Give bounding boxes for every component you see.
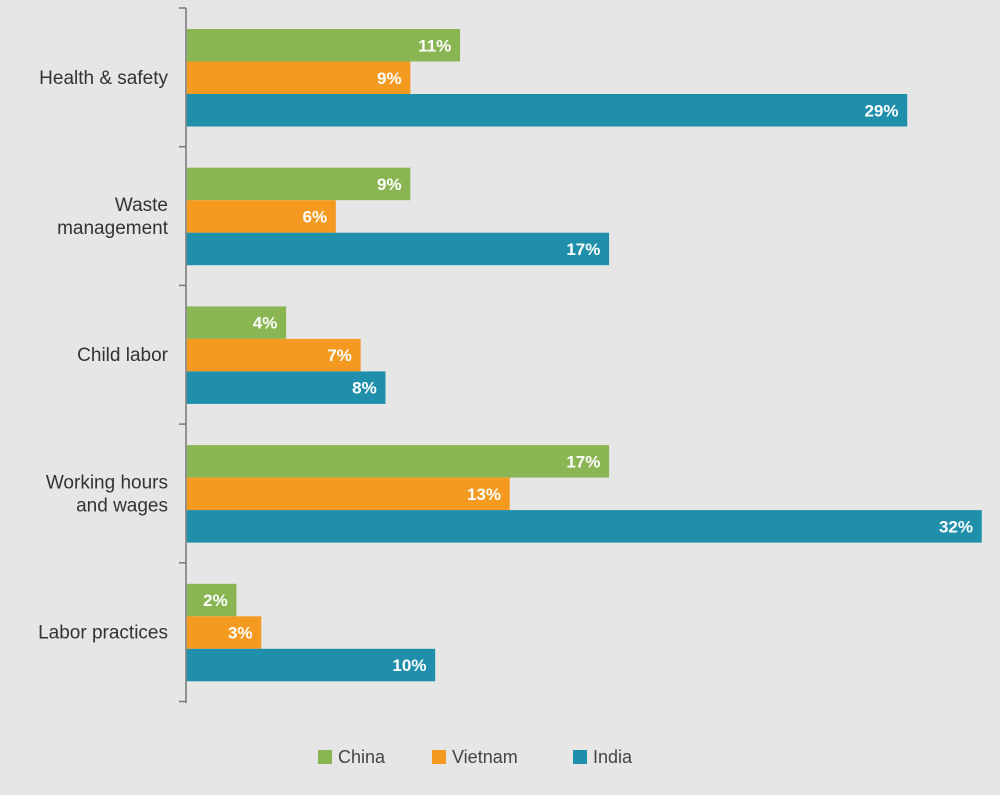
data-label-vietnam-child-labor: 7% bbox=[327, 346, 352, 365]
bars-layer bbox=[186, 29, 982, 682]
axis-layer bbox=[179, 7, 187, 703]
category-label-working-hours-and-wages: Working hours and wages bbox=[46, 472, 168, 516]
data-label-india-waste-management: 17% bbox=[566, 240, 600, 259]
bar-india-waste-management bbox=[186, 232, 610, 266]
legend-swatch-china bbox=[318, 750, 332, 764]
data-label-china-health-and-safety: 11% bbox=[418, 36, 451, 55]
data-label-china-labor-practices: 2% bbox=[203, 591, 228, 610]
category-label-waste-management: Waste management bbox=[57, 195, 169, 239]
bar-china-health-and-safety bbox=[186, 29, 461, 62]
bar-china-child-labor bbox=[186, 306, 287, 339]
legend-label-china: China bbox=[338, 747, 386, 767]
bar-vietnam-labor-practices bbox=[186, 616, 262, 649]
bar-india-working-hours-and-wages bbox=[186, 510, 982, 543]
bar-china-working-hours-and-wages bbox=[186, 445, 610, 478]
data-label-india-health-and-safety: 29% bbox=[864, 101, 898, 120]
data-label-china-working-hours-and-wages: 17% bbox=[566, 452, 600, 471]
category-label-labor-practices: Labor practices bbox=[38, 623, 168, 644]
data-label-india-labor-practices: 10% bbox=[392, 656, 426, 675]
bar-vietnam-health-and-safety bbox=[186, 61, 411, 94]
bar-india-labor-practices bbox=[186, 648, 436, 682]
bar-vietnam-working-hours-and-wages bbox=[186, 477, 510, 511]
labels-layer: Health & safety 11% 9% 29% Waste management 9%… bbox=[38, 36, 973, 675]
data-label-india-working-hours-and-wages: 32% bbox=[939, 517, 973, 536]
data-label-china-child-labor: 4% bbox=[253, 314, 278, 333]
legend-swatch-india bbox=[573, 750, 587, 764]
data-label-vietnam-health-and-safety: 9% bbox=[377, 69, 402, 88]
category-label-child-labor: Child labor bbox=[77, 345, 168, 366]
data-label-india-child-labor: 8% bbox=[352, 379, 377, 398]
data-label-vietnam-working-hours-and-wages: 13% bbox=[467, 485, 501, 504]
category-label-health-and-safety: Health & safety bbox=[39, 68, 168, 89]
bar-vietnam-waste-management bbox=[186, 200, 336, 233]
legend-swatch-vietnam bbox=[432, 750, 446, 764]
legend-label-vietnam: Vietnam bbox=[452, 747, 518, 767]
legend: China Vietnam India bbox=[318, 747, 633, 767]
bar-china-waste-management bbox=[186, 167, 411, 201]
data-label-vietnam-labor-practices: 3% bbox=[228, 624, 253, 643]
legend-label-india: India bbox=[593, 747, 633, 767]
bar-india-child-labor bbox=[186, 371, 386, 404]
bar-india-health-and-safety bbox=[186, 94, 908, 127]
bar-vietnam-child-labor bbox=[186, 338, 361, 372]
data-label-china-waste-management: 9% bbox=[377, 175, 402, 194]
bar-china-labor-practices bbox=[186, 583, 237, 617]
data-label-vietnam-waste-management: 6% bbox=[302, 207, 327, 226]
